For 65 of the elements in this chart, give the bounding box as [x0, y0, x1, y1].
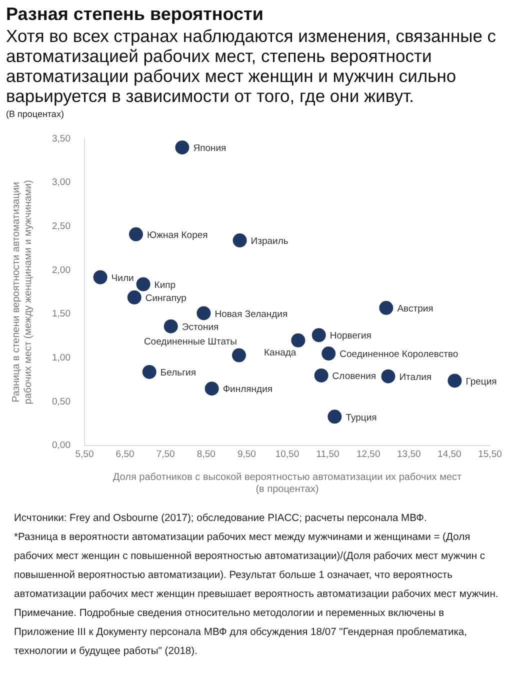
chart-subtitle: Хотя во всех странах наблюдаются изменения, связанные с автоматизацией рабочих мест, степень вероятности автоматизации рабочих мест женщин и мужчин сильно варьируется в зависимости от того, где они живут.: [6, 26, 498, 106]
point: [128, 227, 143, 242]
y-tick-label: 0,50: [52, 396, 70, 408]
y-tick-label: 3,00: [52, 177, 70, 188]
point: [127, 290, 142, 304]
point: [142, 364, 156, 379]
point: [196, 306, 211, 320]
y-tick-label: 1,50: [52, 308, 70, 320]
annotation: Норвегия: [330, 330, 372, 342]
y-tick-label: 3,50: [52, 133, 70, 144]
point: [379, 300, 394, 315]
annotation: Чили: [111, 272, 134, 284]
point: [312, 328, 326, 342]
annotation: Финляндия: [222, 384, 273, 396]
text: (В процентах): [6, 109, 65, 119]
text: *Разница в вероятности автоматизации рабочих мест между мужчинами и женщинами = (Доля рабочих мест женщин с повышенной вероятностью автоматизации)/(Доля рабочих мест мужчин с повышенной вероятностью автоматизации). Результат больше 1 означает, что вероятность автоматизации рабочих мест женщин превышает вероятность автоматизации рабочих мест мужчин.: [14, 531, 500, 602]
x-tick-label: 15,50: [478, 448, 502, 460]
x-tick-label: 13,50: [397, 448, 421, 460]
annotation: Сингапур: [145, 293, 186, 304]
point: [448, 374, 462, 388]
text: Примечание. Подробные сведения относительно методологии и переменных включены в Приложение III к Документу персонала МВФ для обсуждения 18/07 "Гендерная проблематика, технологии и будущее работы" (2018).: [14, 607, 468, 659]
x-tick-label: 5,50: [75, 448, 94, 460]
x-tick-label: 9,50: [237, 448, 256, 460]
y-tick-label: 2,00: [52, 264, 70, 276]
x-axis-title: Доля работников с высокой вероятностью автоматизации их рабочих мест (в процентах): [112, 472, 462, 495]
y-tick-label: 0,00: [52, 440, 70, 452]
point: [314, 368, 328, 382]
point: [232, 348, 246, 362]
x-tick-label: 12,50: [356, 448, 380, 460]
annotation: Турция: [346, 412, 377, 424]
annotation: Бельгия: [160, 368, 196, 379]
y-axis-title: Разница в степени вероятности автоматизации рабочих мест (между женщинами и мужчинами): [10, 180, 34, 404]
point: [204, 382, 219, 396]
annotation: Южная Корея: [146, 230, 208, 241]
chart-title: Разная степень вероятности: [6, 4, 264, 25]
annotation: Соединенное Королевство: [340, 349, 458, 360]
point: [136, 277, 150, 292]
annotation: Греция: [466, 376, 497, 388]
y-tick-label: 2,50: [52, 221, 70, 232]
point: [291, 333, 306, 348]
x-tick-label: 6,50: [116, 448, 134, 460]
annotation: Эстония: [182, 322, 219, 333]
y-tick-label: 1,00: [52, 352, 70, 364]
annotation: Словения: [332, 371, 376, 382]
annotation: Соединенные Штаты: [144, 336, 238, 348]
annotation: Новая Зеландия: [214, 308, 288, 320]
annotation: Канада: [264, 348, 297, 358]
point: [322, 346, 336, 361]
annotation: Италия: [399, 372, 432, 383]
annotation: Австрия: [397, 304, 434, 315]
x-tick-label: 11,50: [316, 448, 340, 460]
x-tick-label: 14,50: [438, 448, 462, 460]
point: [164, 319, 178, 334]
text: Исчтоники: Frey and Osbourne (2017); обследование PIACC; расчеты персонала МВФ.: [14, 512, 428, 526]
point: [232, 233, 247, 248]
point: [175, 140, 190, 154]
annotation: Япония: [193, 143, 226, 154]
x-tick-label: 10,50: [275, 448, 300, 460]
annotation: Кипр: [154, 280, 176, 291]
annotation: Израиль: [250, 236, 288, 248]
point: [381, 369, 396, 384]
point: [93, 270, 108, 284]
x-tick-label: 8,50: [196, 448, 216, 460]
point: [328, 410, 342, 424]
x-tick-label: 7,50: [156, 448, 175, 460]
